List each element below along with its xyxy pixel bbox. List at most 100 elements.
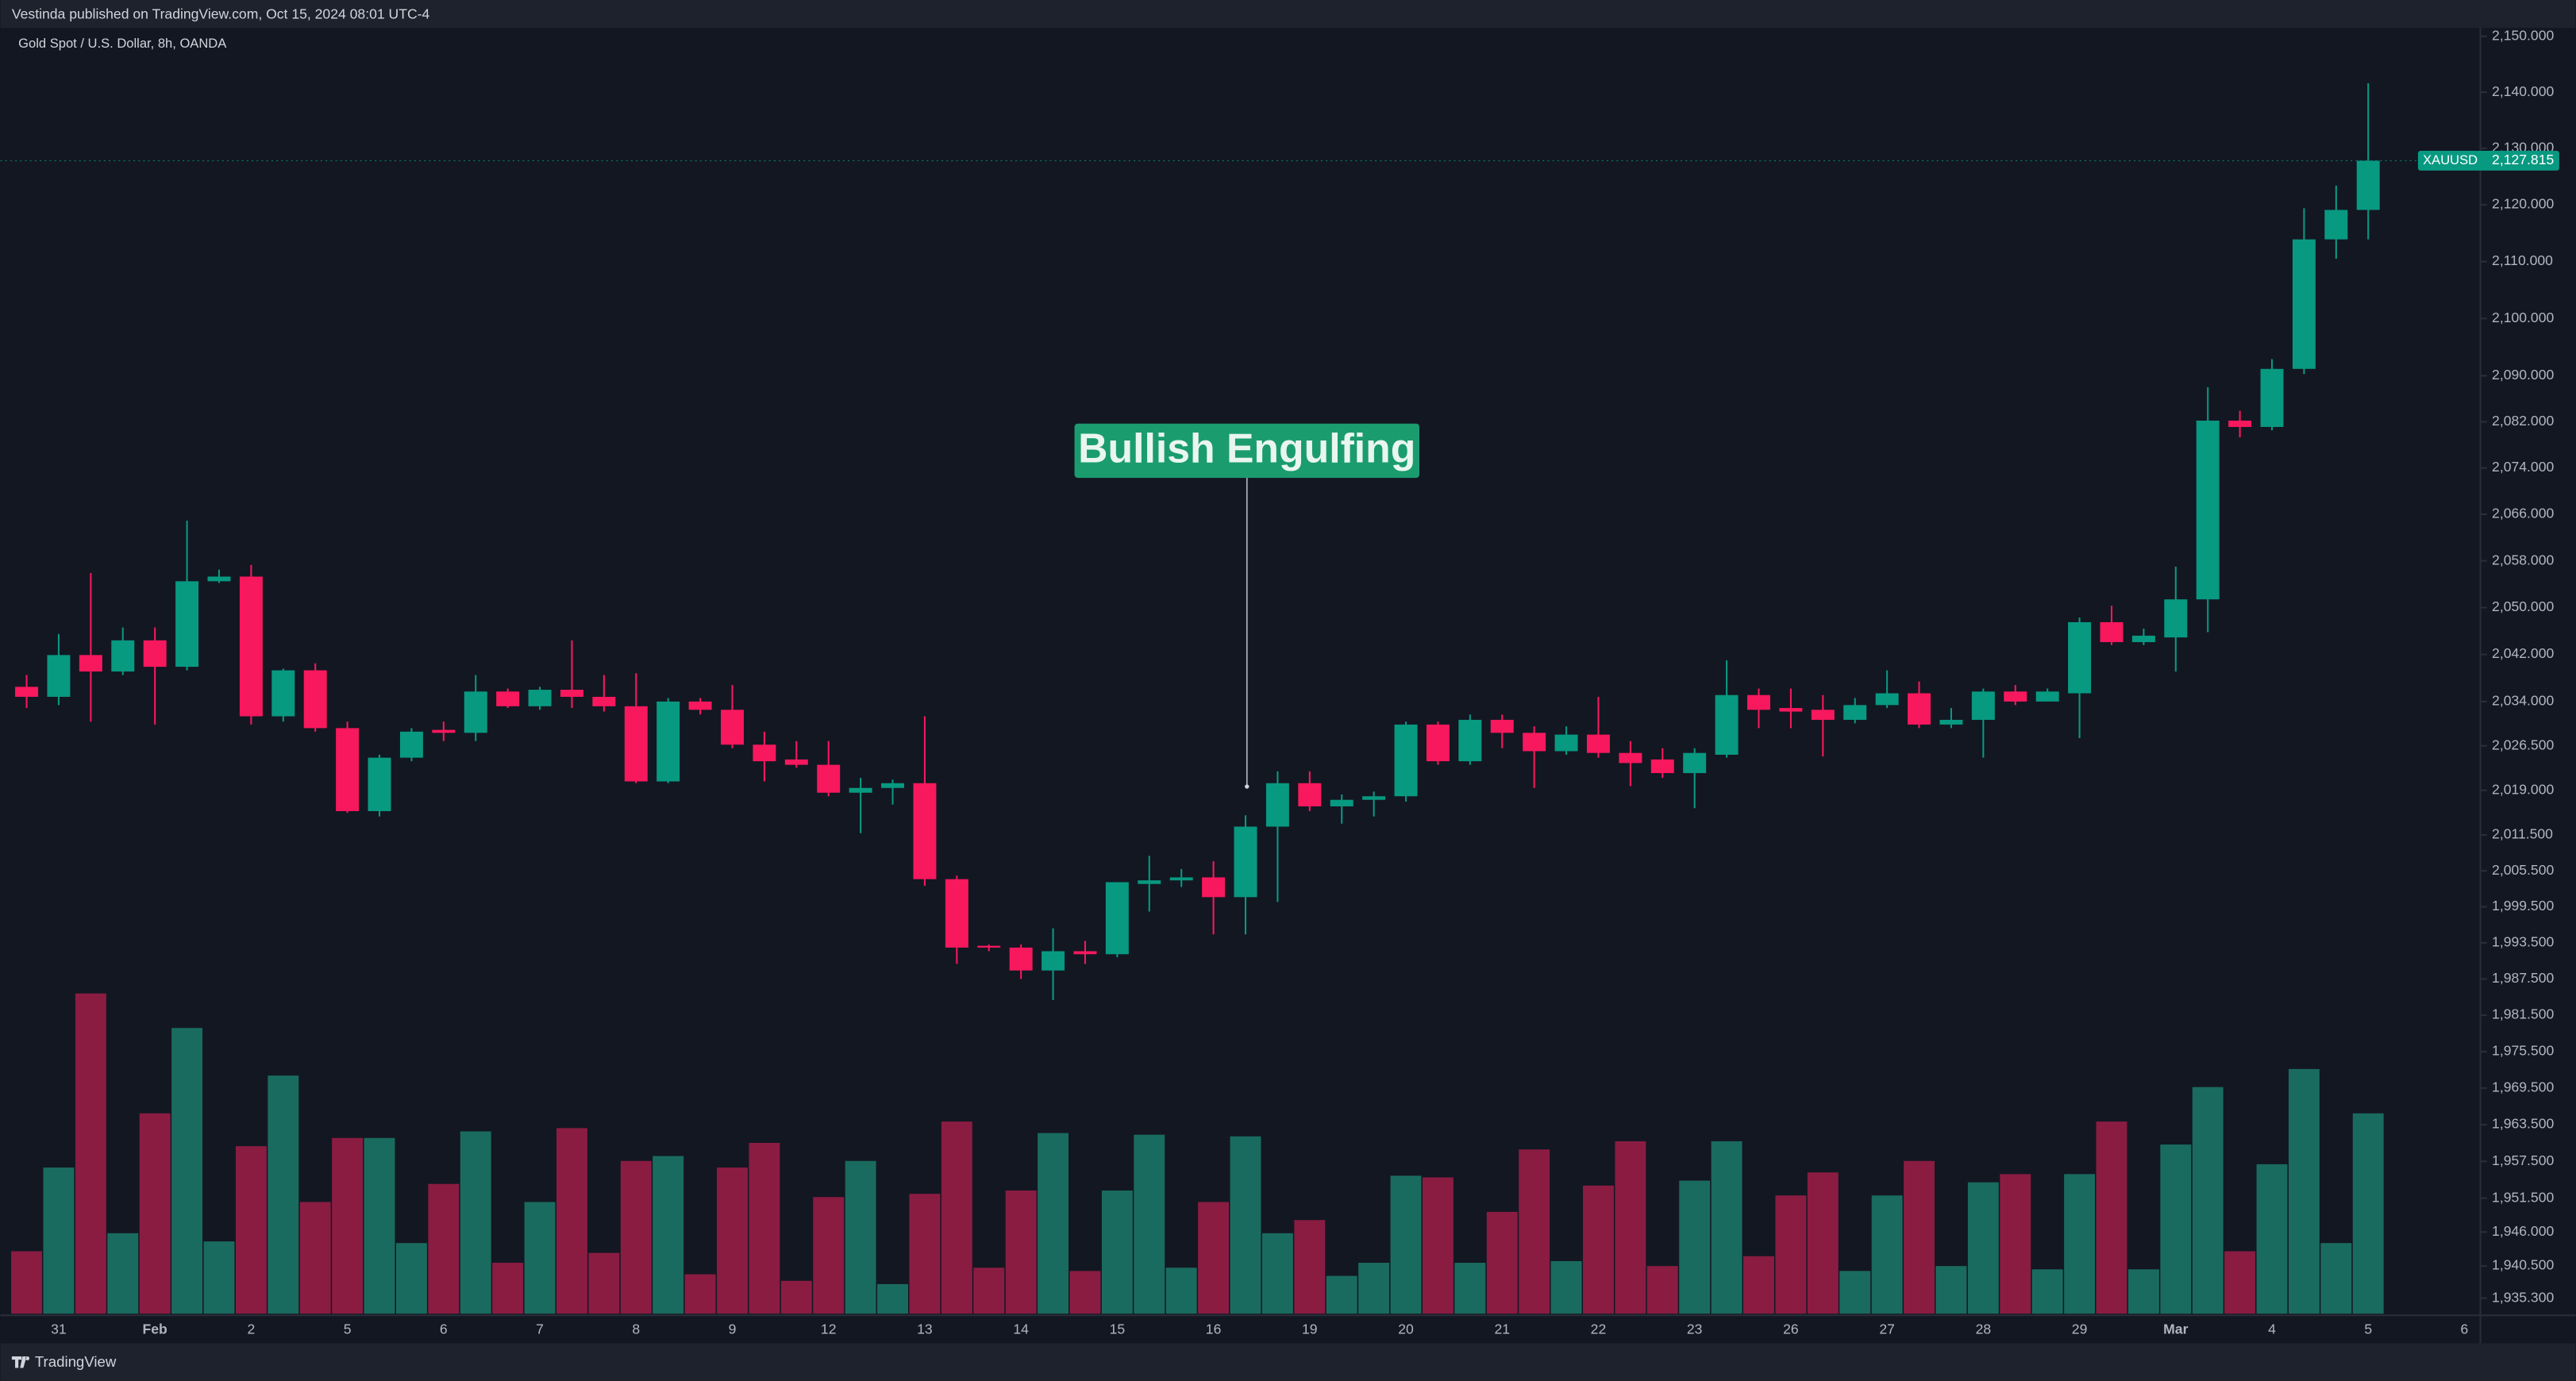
x-tick-label: 6 — [2461, 1321, 2469, 1337]
volume-bar — [653, 1156, 684, 1314]
candle-body — [1650, 759, 1674, 774]
candle-body — [111, 640, 135, 672]
y-tick-label: 1,946.000 — [2492, 1223, 2554, 1239]
x-tick-label: 5 — [2364, 1321, 2372, 1337]
x-tick-label: 2 — [247, 1321, 255, 1337]
volume-bar — [717, 1168, 748, 1314]
volume-bar — [43, 1168, 75, 1314]
volume-bar — [684, 1274, 716, 1314]
volume-bar — [1839, 1271, 1871, 1314]
symbol-title: Gold Spot / U.S. Dollar, 8h, OANDA — [18, 36, 226, 51]
x-tick-label: 31 — [51, 1321, 67, 1337]
y-tick-label: 2,050.000 — [2492, 598, 2554, 614]
candle-body — [2356, 160, 2380, 210]
y-tick-label: 1,999.500 — [2492, 898, 2554, 914]
publisher-note: Vestinda published on TradingView.com, O… — [12, 6, 430, 21]
candle-body — [1779, 708, 1803, 712]
volume-bar — [235, 1146, 267, 1314]
candle-body — [2068, 621, 2092, 694]
volume-bar — [1165, 1268, 1197, 1314]
candle-body — [1683, 752, 1707, 774]
candle-body — [913, 783, 937, 879]
volume-bar — [1326, 1275, 1357, 1314]
volume-bar — [2160, 1144, 2192, 1314]
volume-bar — [845, 1160, 876, 1314]
candle-body — [207, 576, 231, 582]
candle-body — [368, 757, 391, 811]
volume-bar — [909, 1194, 941, 1314]
x-tick-label: 28 — [1976, 1321, 1992, 1337]
candle-body — [1105, 882, 1129, 955]
volume-bar — [1294, 1220, 1326, 1314]
candle-body — [784, 759, 808, 765]
volume-bar — [107, 1233, 139, 1314]
candle-body — [399, 731, 423, 758]
candle-body — [1073, 951, 1097, 955]
y-tick-label: 2,066.000 — [2492, 506, 2554, 521]
volume-bar — [1454, 1263, 1486, 1314]
candle-body — [1875, 693, 1899, 706]
x-tick-label: 22 — [1591, 1321, 1607, 1337]
volume-bar — [2127, 1269, 2159, 1314]
x-tick-label: 21 — [1494, 1321, 1510, 1337]
candle-body — [560, 690, 583, 697]
y-tick-label: 1,993.500 — [2492, 933, 2554, 949]
candle-body — [721, 710, 744, 745]
candle-body — [1715, 694, 1739, 755]
candle-body — [2196, 420, 2220, 600]
x-tick-label: 9 — [729, 1321, 737, 1337]
annotation-text: Bullish Engulfing — [1078, 425, 1415, 471]
volume-bar — [1904, 1160, 1935, 1314]
volume-bar — [556, 1128, 587, 1314]
candle-body — [977, 945, 1001, 948]
candle-body — [47, 655, 71, 697]
volume-bar — [2352, 1113, 2384, 1314]
y-tick-label: 1,940.500 — [2492, 1257, 2554, 1273]
candle-body — [1298, 783, 1322, 806]
x-tick-label: 12 — [821, 1321, 837, 1337]
candle-body — [1971, 691, 1995, 720]
volume-bar — [1230, 1136, 1261, 1314]
volume-bar — [1358, 1263, 1390, 1314]
candle-body — [1042, 951, 1065, 971]
y-tick-label: 1,981.500 — [2492, 1006, 2554, 1022]
candle-body — [1554, 734, 1578, 752]
x-tick-label: 26 — [1783, 1321, 1799, 1337]
volume-bar — [2064, 1174, 2096, 1314]
x-tick-label: 23 — [1687, 1321, 1703, 1337]
y-tick-label: 2,090.000 — [2492, 367, 2554, 383]
volume-bar — [1871, 1195, 1903, 1314]
candle-body — [1234, 826, 1257, 898]
candle-body — [2324, 210, 2348, 240]
candle-body — [1138, 880, 1161, 884]
volume-bar — [1519, 1149, 1550, 1314]
y-tick-label: 2,140.000 — [2492, 83, 2554, 99]
y-tick-label: 2,110.000 — [2492, 252, 2553, 268]
candle-body — [688, 701, 712, 710]
y-tick-label: 2,058.000 — [2492, 552, 2554, 567]
candle-body — [1394, 724, 1418, 797]
volume-bar — [1775, 1195, 1807, 1314]
candle-body — [1169, 877, 1193, 881]
candle-body — [143, 640, 167, 667]
candle-body — [239, 576, 263, 717]
y-tick-label: 2,074.000 — [2492, 459, 2554, 475]
candle-body — [1586, 734, 1610, 753]
candle-body — [2164, 599, 2188, 638]
y-tick-label: 2,082.000 — [2492, 413, 2554, 429]
candle-body — [2228, 420, 2252, 427]
volume-bar — [973, 1268, 1005, 1314]
price-tag-symbol: XAUUSD — [2423, 152, 2478, 167]
y-tick-label: 2,011.500 — [2492, 826, 2553, 842]
candle-body — [1747, 694, 1770, 710]
y-tick-label: 1,975.500 — [2492, 1043, 2554, 1059]
candle-body — [496, 691, 520, 706]
volume-bar — [1550, 1260, 1582, 1314]
candle-body — [1362, 796, 1386, 800]
volume-bar — [1967, 1182, 1999, 1314]
candle-body — [753, 744, 776, 762]
x-tick-label: 6 — [440, 1321, 448, 1337]
volume-bar — [364, 1137, 395, 1314]
volume-bar — [2256, 1164, 2288, 1314]
